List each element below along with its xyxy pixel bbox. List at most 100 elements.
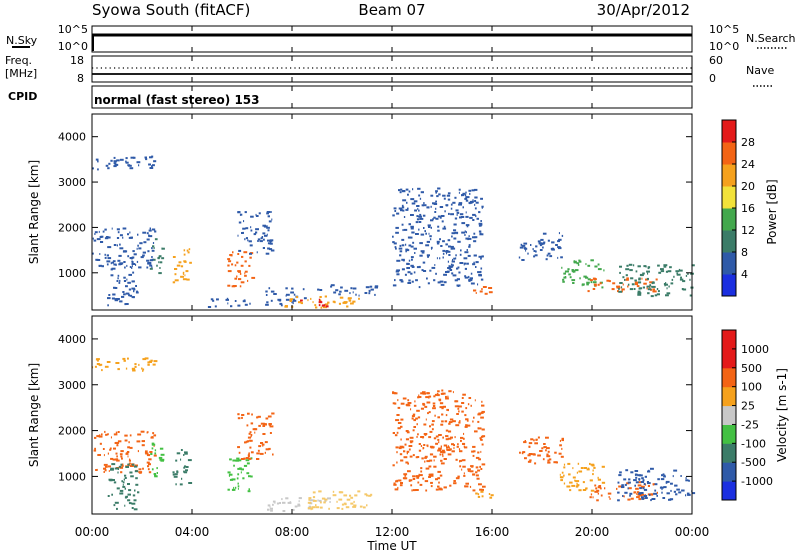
- scatter-pixel: [648, 469, 650, 472]
- scatter-pixel: [446, 446, 450, 449]
- scatter-pixel: [108, 294, 111, 296]
- scatter-pixel: [400, 209, 403, 212]
- scatter-pixel: [471, 450, 475, 453]
- scatter-pixel: [251, 276, 256, 279]
- scatter-pixel: [441, 215, 445, 217]
- scatter-pixel: [689, 278, 691, 281]
- scatter-pixel: [481, 410, 485, 413]
- scatter-pixel: [395, 270, 399, 273]
- scatter-pixel: [448, 421, 453, 424]
- scatter-pixel: [119, 300, 123, 303]
- scatter-pixel: [434, 393, 437, 396]
- scatter-pixel: [410, 214, 414, 216]
- scatter-pixel: [127, 463, 130, 466]
- colorbar-segment: [722, 405, 736, 425]
- scatter-pixel: [132, 494, 136, 497]
- scatter-pixel: [555, 244, 558, 246]
- scatter-pixel: [270, 509, 273, 512]
- scatter-pixel: [451, 450, 455, 453]
- scatter-pixel: [285, 497, 289, 500]
- scatter-pixel: [161, 458, 165, 461]
- scatter-pixel: [465, 199, 469, 202]
- scatter-pixel: [466, 225, 469, 228]
- scatter-pixel: [455, 254, 457, 257]
- scatter-pixel: [151, 266, 153, 269]
- scatter-pixel: [449, 269, 453, 271]
- scatter-pixel: [640, 481, 645, 483]
- scatter-pixel: [286, 293, 290, 296]
- scatter-pixel: [104, 465, 108, 468]
- scatter-pixel: [530, 244, 532, 246]
- scatter-pixel: [435, 200, 437, 203]
- scatter-pixel: [428, 226, 431, 228]
- scatter-pixel: [458, 203, 462, 206]
- scatter-pixel: [459, 460, 461, 463]
- scatter-pixel: [606, 279, 610, 282]
- scatter-pixel: [146, 431, 148, 434]
- scatter-pixel: [249, 439, 251, 442]
- scatter-pixel: [472, 199, 474, 202]
- scatter-pixel: [127, 455, 129, 458]
- scatter-pixel: [374, 286, 378, 289]
- scatter-pixel: [96, 259, 101, 261]
- scatter-pixel: [392, 432, 395, 434]
- scatter-pixel: [246, 462, 250, 465]
- scatter-pixel: [272, 453, 274, 456]
- scatter-pixel: [128, 294, 130, 297]
- scatter-pixel: [475, 456, 480, 459]
- scatter-pixel: [646, 285, 650, 288]
- scatter-pixel: [471, 465, 474, 468]
- scatter-pixel: [236, 477, 239, 480]
- scatter-pixel: [262, 425, 266, 427]
- scatter-pixel: [440, 462, 445, 465]
- scatter-pixel: [289, 300, 292, 302]
- scatter-pixel: [414, 209, 417, 212]
- scatter-pixel: [232, 459, 237, 462]
- scatter-pixel: [459, 465, 462, 468]
- scatter-pixel: [616, 487, 618, 490]
- scatter-pixel: [604, 487, 606, 490]
- station-title: Syowa South (fitACF): [92, 1, 250, 19]
- scatter-pixel: [467, 469, 470, 472]
- scatter-pixel: [228, 474, 230, 477]
- scatter-pixel: [396, 273, 400, 276]
- scatter-pixel: [572, 270, 576, 273]
- scatter-pixel: [625, 469, 629, 472]
- scatter-pixel: [248, 488, 250, 491]
- scatter-pixel: [411, 280, 414, 283]
- scatter-pixel: [146, 259, 150, 262]
- scatter-pixel: [350, 302, 354, 305]
- scatter-pixel: [114, 501, 119, 504]
- scatter-pixel: [394, 210, 397, 212]
- time-axis: 00:00 04:00 08:00 12:00 16:00 20:00 00:00: [75, 26, 709, 539]
- scatter-pixel: [291, 287, 294, 290]
- scatter-pixel: [227, 270, 232, 273]
- scatter-pixel: [243, 299, 246, 302]
- scatter-pixel: [537, 454, 541, 457]
- scatter-pixel: [461, 468, 463, 471]
- scatter-pixel: [403, 450, 406, 453]
- scatter-pixel: [420, 467, 423, 470]
- scatter-pixel: [597, 486, 601, 489]
- scatter-pixel: [438, 487, 442, 490]
- scatter-pixel: [124, 504, 126, 507]
- scatter-pixel: [394, 434, 398, 437]
- scatter-pixel: [352, 300, 356, 303]
- scatter-pixel: [237, 459, 242, 462]
- scatter-pixel: [115, 452, 118, 455]
- scatter-pixel: [430, 219, 434, 222]
- scatter-pixel: [117, 231, 120, 234]
- scatter-pixel: [629, 494, 631, 497]
- scatter-pixel: [374, 293, 376, 296]
- scatter-pixel: [438, 441, 440, 444]
- scatter-pixel: [642, 286, 645, 289]
- scatter-pixel: [575, 485, 579, 488]
- scatter-pixel: [131, 280, 135, 283]
- scatter-pixel: [447, 449, 451, 451]
- time-tick-label: 20:00: [575, 525, 610, 539]
- scatter-pixel: [651, 282, 654, 285]
- scatter-pixel: [625, 268, 630, 271]
- scatter-pixel: [345, 506, 350, 509]
- scatter-pixel: [542, 232, 547, 235]
